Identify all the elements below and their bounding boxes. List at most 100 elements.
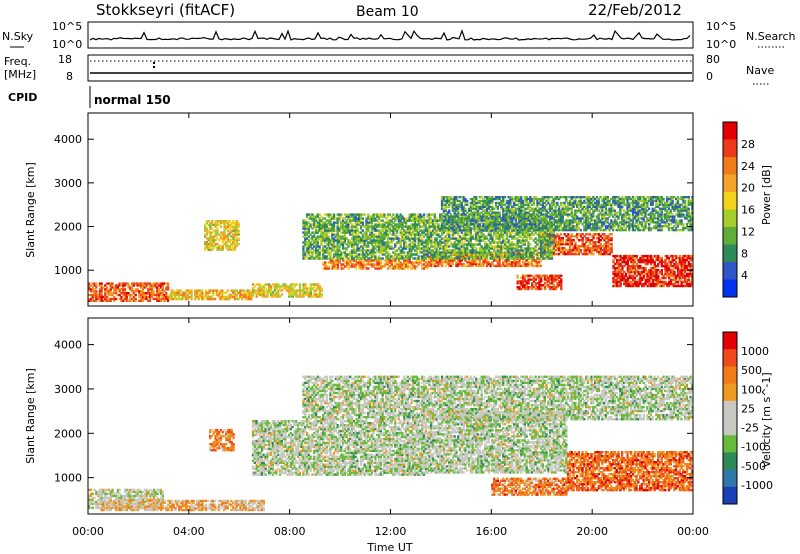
heatmap-cell <box>341 241 345 244</box>
heatmap-cell <box>485 221 489 224</box>
heatmap-cell <box>565 243 568 246</box>
heatmap-cell <box>691 284 694 288</box>
heatmap-cell <box>89 293 93 297</box>
heatmap-cell <box>453 221 456 224</box>
heatmap-cell <box>536 227 539 230</box>
heatmap-cell <box>502 261 505 264</box>
heatmap-cell <box>392 239 395 242</box>
heatmap-cell <box>671 278 674 282</box>
heatmap-cell <box>395 237 399 240</box>
heatmap-cell <box>363 259 366 262</box>
heatmap-cell <box>460 221 463 224</box>
heatmap-cell <box>424 261 427 264</box>
heatmap-cell <box>370 235 373 238</box>
heatmap-cell <box>365 237 368 240</box>
heatmap-cell <box>100 284 103 287</box>
heatmap-cell <box>641 260 644 264</box>
heatmap-cell <box>554 237 557 240</box>
heatmap-cell <box>442 237 445 240</box>
heatmap-cell <box>316 235 319 238</box>
heatmap-cell <box>345 259 349 262</box>
heatmap-cell <box>347 267 350 270</box>
heatmap-cell <box>678 254 681 258</box>
heatmap-cell <box>597 247 601 250</box>
heatmap-cell <box>530 263 534 266</box>
heatmap-cell <box>363 245 366 248</box>
heatmap-cell <box>361 241 364 244</box>
heatmap-cell <box>532 264 535 268</box>
heatmap-cell <box>475 251 478 254</box>
heatmap-cell <box>340 221 343 224</box>
heatmap-cell <box>212 235 216 238</box>
heatmap-cell <box>392 227 395 230</box>
heatmap-cell <box>632 282 635 286</box>
heatmap-cell <box>228 297 231 301</box>
heatmap-cell <box>568 237 572 240</box>
heatmap-cell <box>338 257 341 260</box>
heatmap-cell <box>653 260 656 264</box>
heatmap-cell <box>395 249 399 252</box>
heatmap-cell <box>410 267 413 270</box>
heatmap-cell <box>642 284 646 288</box>
heatmap-cell <box>327 251 330 254</box>
heatmap-cell <box>415 237 418 240</box>
heatmap-cell <box>628 264 631 268</box>
heatmap-cell <box>356 249 359 252</box>
heatmap-cell <box>150 290 153 293</box>
heatmap-cell <box>610 239 613 242</box>
heatmap-cell <box>214 231 217 234</box>
heatmap-cell <box>394 243 397 246</box>
heatmap-cell <box>302 219 305 222</box>
heatmap-cell <box>390 225 393 228</box>
heatmap-cell <box>156 286 159 289</box>
heatmap-cell <box>657 282 660 286</box>
heatmap-cell <box>316 249 319 252</box>
heatmap-cell <box>307 243 310 246</box>
heatmap-cell <box>421 229 424 232</box>
heatmap-cell <box>440 207 444 210</box>
heatmap-cell <box>511 249 514 252</box>
heatmap-cell <box>469 259 472 262</box>
heatmap-cell <box>484 247 487 250</box>
heatmap-cell <box>476 255 480 258</box>
heatmap-cell <box>145 293 148 297</box>
heatmap-cell <box>458 225 462 228</box>
heatmap-cell <box>518 253 521 256</box>
heatmap-cell <box>471 253 474 256</box>
heatmap-cell <box>156 295 159 299</box>
heatmap-cell <box>325 233 328 236</box>
heatmap-cell <box>221 295 224 299</box>
heatmap-cell <box>529 237 532 240</box>
heatmap-cell <box>316 243 319 246</box>
heatmap-cell <box>302 225 305 228</box>
heatmap-cell <box>216 231 219 234</box>
heatmap-cell <box>559 247 563 250</box>
heatmap-cell <box>388 259 392 262</box>
heatmap-cell <box>539 239 543 242</box>
heatmap-cell <box>521 257 525 260</box>
heatmap-cell <box>500 225 503 228</box>
heatmap-cell <box>480 249 483 252</box>
heatmap-cell <box>458 237 462 240</box>
heatmap-cell <box>140 286 143 289</box>
heatmap-cell <box>644 282 647 286</box>
heatmap-cell <box>446 263 449 266</box>
heatmap-cell <box>509 263 512 266</box>
heatmap-cell <box>157 282 161 285</box>
heatmap-cell <box>505 263 508 266</box>
heatmap-cell <box>248 289 251 292</box>
heatmap-cell <box>305 223 309 226</box>
heatmap-cell <box>336 217 339 220</box>
heatmap-cell <box>209 237 212 240</box>
heatmap-cell <box>122 282 125 285</box>
heatmap-cell <box>209 244 212 248</box>
heatmap-cell <box>614 278 617 282</box>
heatmap-cell <box>449 229 453 232</box>
heatmap-cell <box>379 213 382 216</box>
heatmap-cell <box>664 268 667 272</box>
heatmap-cell <box>527 253 530 256</box>
heatmap-cell <box>673 258 676 262</box>
heatmap-cell <box>608 233 611 236</box>
heatmap-cell <box>451 229 454 232</box>
heatmap-cell <box>442 241 445 244</box>
